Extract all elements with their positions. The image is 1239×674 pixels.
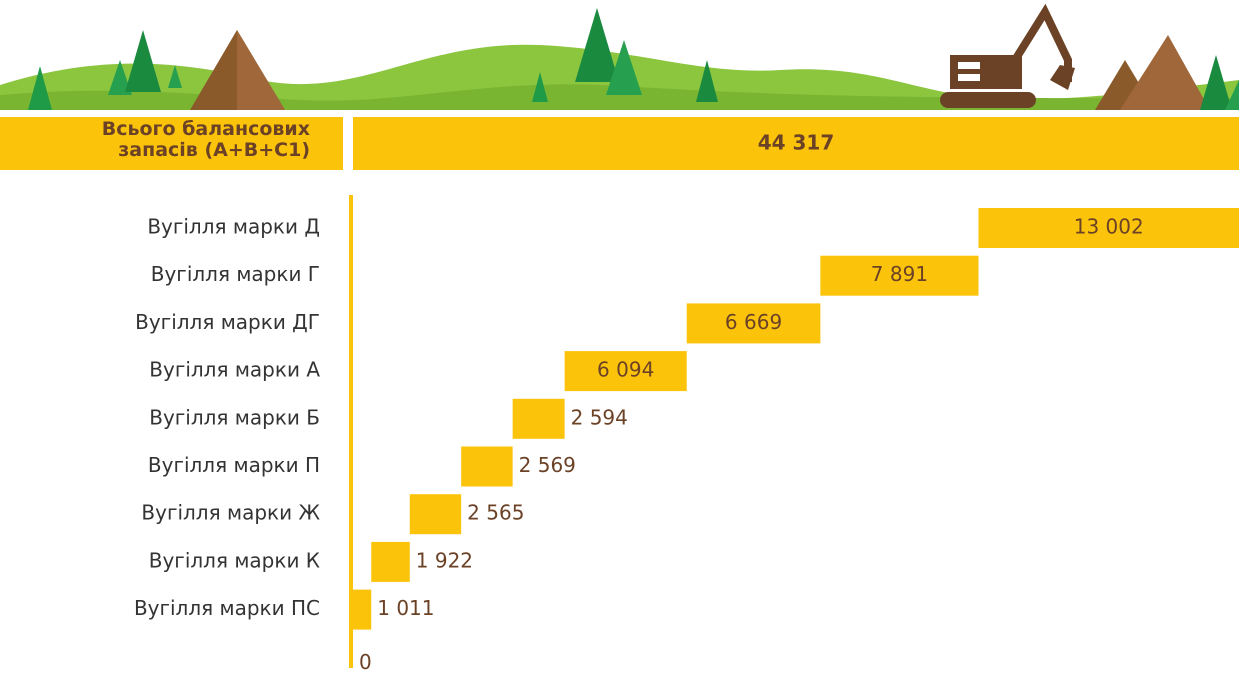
category-label: Вугілля марки ДГ bbox=[135, 310, 320, 334]
bar bbox=[512, 398, 565, 439]
value-label: 2 565 bbox=[467, 501, 524, 525]
value-label: 2 569 bbox=[519, 453, 576, 477]
category-label: Вугілля марки А bbox=[149, 358, 320, 382]
category-label: Вугілля марки Г bbox=[151, 262, 320, 286]
bar bbox=[686, 303, 821, 344]
bar bbox=[409, 494, 462, 535]
total-value: 44 317 bbox=[758, 131, 835, 155]
landscape bbox=[0, 3, 1239, 110]
value-label: 6 094 bbox=[597, 358, 654, 382]
bar bbox=[371, 541, 410, 582]
value-label: 6 669 bbox=[725, 310, 782, 334]
value-label: 1 922 bbox=[416, 548, 473, 572]
total-bar bbox=[353, 117, 1239, 170]
value-label: 13 002 bbox=[1074, 215, 1144, 239]
value-label: 1 011 bbox=[377, 596, 434, 620]
x-tick-label: 0 bbox=[359, 650, 372, 674]
bar bbox=[978, 208, 1239, 248]
total-label-box bbox=[0, 117, 343, 170]
bar bbox=[564, 351, 687, 392]
category-label: Вугілля марки К bbox=[149, 548, 320, 572]
category-label: Вугілля марки П bbox=[148, 453, 320, 477]
value-label: 7 891 bbox=[871, 262, 928, 286]
bar bbox=[351, 589, 372, 630]
category-label: Вугілля марки Ж bbox=[141, 501, 320, 525]
axis-line bbox=[349, 195, 353, 668]
bar bbox=[461, 446, 513, 487]
category-label: Вугілля марки Б bbox=[149, 405, 320, 429]
category-label: Вугілля марки ПС bbox=[134, 596, 320, 620]
bar bbox=[820, 255, 979, 296]
total-label: Всього балансових запасів (А+В+С1) bbox=[101, 118, 310, 161]
value-label: 2 594 bbox=[571, 405, 628, 429]
category-label: Вугілля марки Д bbox=[147, 215, 320, 239]
